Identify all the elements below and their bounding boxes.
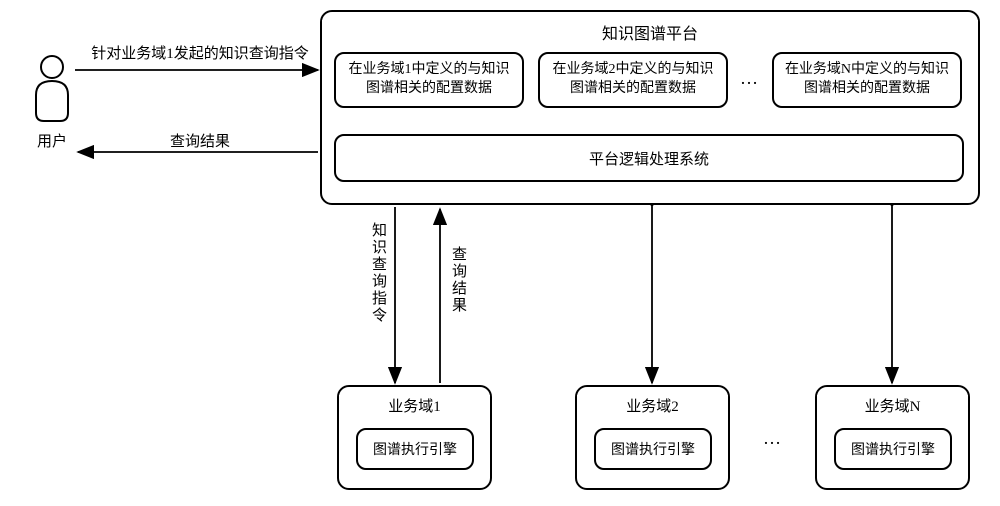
logic-system-box: 平台逻辑处理系统 <box>334 134 964 182</box>
config-ellipsis: … <box>740 68 758 89</box>
query-arrow-label: 针对业务域1发起的知识查询指令 <box>85 42 315 63</box>
user-icon <box>30 55 74 135</box>
user-label: 用户 <box>28 130 76 151</box>
config-box-1: 在业务域1中定义的与知识图谱相关的配置数据 <box>334 52 524 108</box>
up-arrow-label: 查询结果 <box>448 246 469 314</box>
engine-box-2: 图谱执行引擎 <box>594 428 712 470</box>
engine-box-n: 图谱执行引擎 <box>834 428 952 470</box>
result-arrow-label: 查询结果 <box>155 130 245 151</box>
config-box-n: 在业务域N中定义的与知识图谱相关的配置数据 <box>772 52 962 108</box>
down-arrow-label: 知识查询指令 <box>368 222 389 324</box>
platform-title: 知识图谱平台 <box>322 20 978 44</box>
domain-title-1: 业务域1 <box>339 395 490 416</box>
engine-box-1: 图谱执行引擎 <box>356 428 474 470</box>
domain-title-2: 业务域2 <box>577 395 728 416</box>
config-box-2: 在业务域2中定义的与知识图谱相关的配置数据 <box>538 52 728 108</box>
domain-title-n: 业务域N <box>817 395 968 416</box>
domain-ellipsis: … <box>763 428 781 449</box>
